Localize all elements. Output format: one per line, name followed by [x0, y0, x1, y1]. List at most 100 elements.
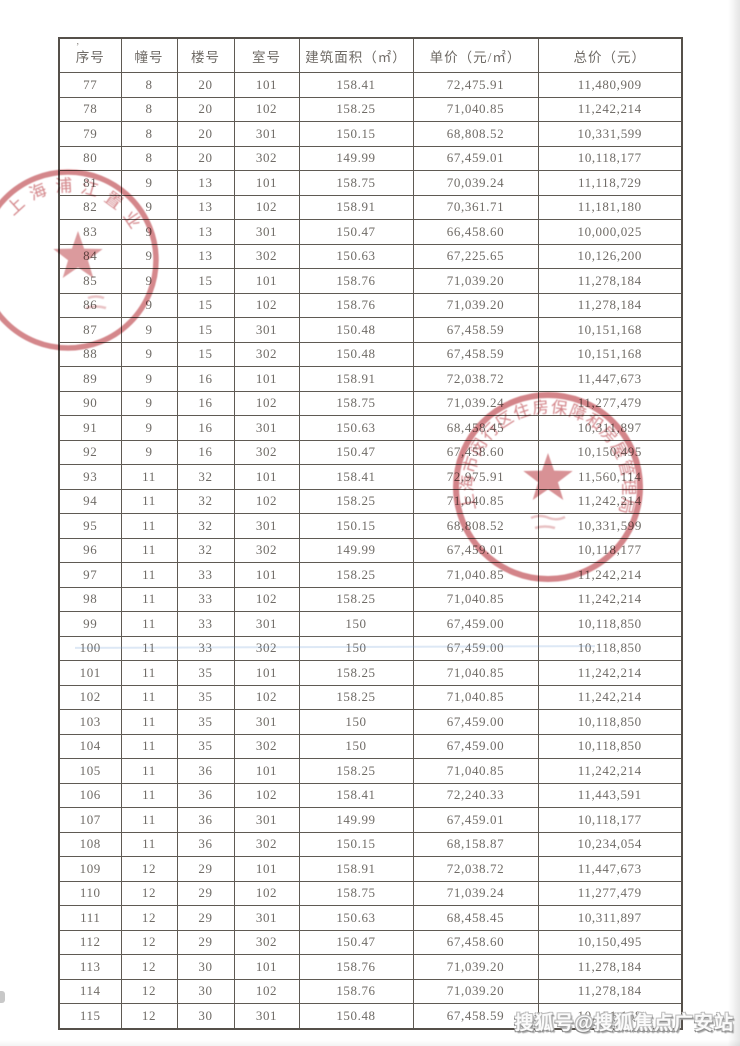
table-row: 100 11 33 302 150 67,459.00 10,118,850	[58, 635, 683, 661]
col-header-unit-price: 单价（元/㎡）	[412, 37, 539, 73]
cell-floor: 13	[176, 194, 235, 220]
cell-floor: 32	[176, 513, 235, 539]
table-row: 89 9 16 101 158.91 72,038.72 11,447,673	[58, 366, 683, 392]
cell-room: 102	[233, 194, 300, 220]
cell-area: 158.25	[298, 562, 414, 588]
cell-total_price: 10,234,054	[537, 831, 683, 857]
cell-building: 12	[120, 905, 178, 931]
table-row: 109 12 29 101 158.91 72,038.72 11,447,673	[58, 856, 683, 882]
price-table: 序号 幢号 楼号 室号 建筑面积（㎡） 单价（元/㎡） 总价（元） 77 8 20…	[58, 37, 683, 1030]
col-header-building: 幢号	[120, 37, 178, 73]
page-edge-shadow	[728, 0, 740, 1046]
cell-total_price: 11,242,214	[537, 684, 683, 710]
table-row: 78 8 20 102 158.25 71,040.85 11,242,214	[58, 96, 683, 122]
cell-area: 158.41	[298, 782, 414, 808]
cell-room: 101	[233, 660, 300, 686]
cell-area: 158.76	[298, 954, 414, 980]
cell-building: 8	[120, 145, 178, 171]
cell-floor: 20	[176, 145, 235, 171]
cell-area: 150.15	[298, 121, 414, 147]
cell-room: 302	[233, 145, 300, 171]
cell-area: 158.75	[298, 170, 414, 196]
cell-unit_price: 70,361.71	[412, 194, 539, 220]
cell-building: 12	[120, 978, 178, 1004]
cell-building: 12	[120, 880, 178, 906]
cell-floor: 36	[176, 807, 235, 833]
cell-room: 301	[233, 709, 300, 735]
cell-building: 12	[120, 929, 178, 955]
table-row: 87 9 15 301 150.48 67,458.59 10,151,168	[58, 317, 683, 343]
cell-room: 301	[233, 121, 300, 147]
cell-unit_price: 66,458.60	[412, 219, 539, 245]
sohu-watermark: 搜狐号@搜狐焦点广安站	[514, 1013, 734, 1034]
cell-floor: 29	[176, 856, 235, 882]
cell-seq: 108	[58, 831, 122, 857]
cell-floor: 33	[176, 586, 235, 612]
table-row: 102 11 35 102 158.25 71,040.85 11,242,214	[58, 684, 683, 710]
cell-area: 158.91	[298, 366, 414, 392]
table-row: 94 11 32 102 158.25 71,040.85 11,242,214	[58, 488, 683, 514]
table-row: 81 9 13 101 158.75 70,039.24 11,118,729	[58, 170, 683, 196]
cell-unit_price: 67,458.60	[412, 929, 539, 955]
cell-floor: 36	[176, 758, 235, 784]
col-header-total-price: 总价（元）	[537, 37, 683, 73]
cell-room: 101	[233, 562, 300, 588]
cell-building: 11	[120, 635, 178, 661]
cell-seq: 91	[58, 415, 122, 441]
table-row: 110 12 29 102 158.75 71,039.24 11,277,479	[58, 880, 683, 906]
cell-unit_price: 72,240.33	[412, 782, 539, 808]
cell-floor: 29	[176, 880, 235, 906]
cell-area: 150.47	[298, 929, 414, 955]
cell-room: 302	[233, 243, 300, 269]
table-row: 98 11 33 102 158.25 71,040.85 11,242,214	[58, 586, 683, 612]
cell-floor: 35	[176, 684, 235, 710]
cell-building: 9	[120, 415, 178, 441]
cell-floor: 30	[176, 978, 235, 1004]
cell-building: 11	[120, 488, 178, 514]
cell-seq: 111	[58, 905, 122, 931]
cell-seq: 89	[58, 366, 122, 392]
cell-area: 158.25	[298, 96, 414, 122]
cell-unit_price: 67,459.00	[412, 733, 539, 759]
cell-floor: 13	[176, 219, 235, 245]
cell-building: 12	[120, 954, 178, 980]
table-row: 93 11 32 101 158.41 72,975.91 11,560,114	[58, 464, 683, 490]
cell-seq: 92	[58, 439, 122, 465]
cell-room: 101	[233, 954, 300, 980]
cell-seq: 81	[58, 170, 122, 196]
table-row: 101 11 35 101 158.25 71,040.85 11,242,214	[58, 660, 683, 686]
cell-seq: 112	[58, 929, 122, 955]
cell-unit_price: 71,040.85	[412, 684, 539, 710]
cell-room: 302	[233, 733, 300, 759]
cell-area: 158.41	[298, 72, 414, 98]
table-row: 96 11 32 302 149.99 67,459.01 10,118,177	[58, 537, 683, 563]
cell-seq: 85	[58, 268, 122, 294]
cell-floor: 20	[176, 72, 235, 98]
cell-floor: 33	[176, 562, 235, 588]
cell-seq: 109	[58, 856, 122, 882]
cell-area: 158.76	[298, 268, 414, 294]
cell-unit_price: 71,039.20	[412, 292, 539, 318]
cell-building: 9	[120, 292, 178, 318]
cell-seq: 101	[58, 660, 122, 686]
table-row: 82 9 13 102 158.91 70,361.71 11,181,180	[58, 194, 683, 220]
cell-seq: 97	[58, 562, 122, 588]
cell-floor: 16	[176, 390, 235, 416]
table-header-row: 序号 幢号 楼号 室号 建筑面积（㎡） 单价（元/㎡） 总价（元）	[58, 37, 683, 73]
cell-building: 9	[120, 439, 178, 465]
cell-unit_price: 71,040.85	[412, 562, 539, 588]
cell-floor: 29	[176, 929, 235, 955]
cell-unit_price: 71,039.24	[412, 880, 539, 906]
cell-room: 302	[233, 537, 300, 563]
cell-area: 158.25	[298, 660, 414, 686]
cell-floor: 35	[176, 660, 235, 686]
cell-unit_price: 68,458.45	[412, 415, 539, 441]
cell-total_price: 10,000,025	[537, 219, 683, 245]
cell-seq: 79	[58, 121, 122, 147]
cell-building: 9	[120, 390, 178, 416]
cell-total_price: 11,480,909	[537, 72, 683, 98]
cell-total_price: 10,118,850	[537, 611, 683, 637]
cell-seq: 87	[58, 317, 122, 343]
cell-unit_price: 71,039.20	[412, 268, 539, 294]
cell-area: 150.63	[298, 415, 414, 441]
